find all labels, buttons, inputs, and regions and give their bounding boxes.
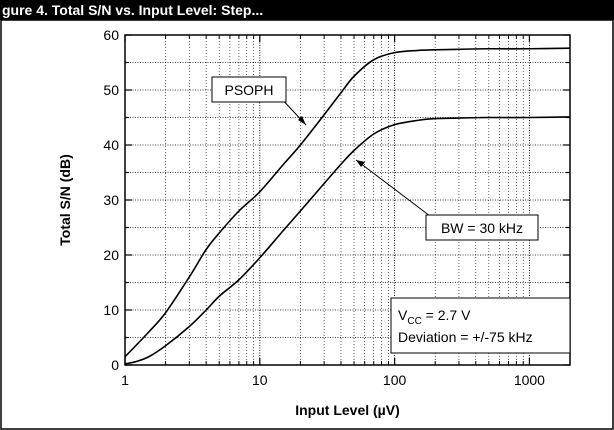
y-tick-label: 40 bbox=[103, 137, 119, 153]
y-tick-label: 50 bbox=[103, 82, 119, 98]
psoph-label: PSOPH bbox=[224, 82, 273, 98]
header-text: gure 4. Total S/N vs. Input Level: Step.… bbox=[2, 2, 263, 18]
x-tick-labels: 1 10 100 1000 bbox=[121, 372, 545, 388]
bw-arrowhead bbox=[356, 160, 365, 167]
bw-label: BW = 30 kHz bbox=[441, 220, 523, 236]
x-axis-label: Input Level (µV) bbox=[295, 402, 400, 418]
x-tick-label: 10 bbox=[252, 372, 268, 388]
series-line-bw-30khz bbox=[124, 116, 571, 365]
bw-leader-line bbox=[355, 159, 431, 217]
vcc-text: VCC = 2.7 V bbox=[398, 307, 471, 327]
y-tick-label: 20 bbox=[103, 247, 119, 263]
y-tick-labels: 0 10 20 30 40 50 60 bbox=[103, 27, 119, 373]
series-line-psoph bbox=[124, 47, 571, 358]
x-tick-label: 1000 bbox=[514, 372, 545, 388]
y-tick-label: 30 bbox=[103, 192, 119, 208]
y-axis-label: Total S/N (dB) bbox=[57, 154, 73, 246]
bw-label-box bbox=[425, 214, 539, 241]
psoph-label-box bbox=[211, 76, 287, 103]
vcc-subscript: CC bbox=[407, 316, 421, 327]
conditions-box bbox=[390, 297, 571, 354]
deviation-text: Deviation = +/-75 kHz bbox=[398, 329, 533, 345]
x-tick-label: 1 bbox=[121, 372, 129, 388]
header-bar bbox=[0, 0, 614, 20]
psoph-arrowhead bbox=[298, 116, 306, 125]
outer-border bbox=[0, 19, 614, 430]
y-tick-label: 10 bbox=[103, 302, 119, 318]
x-tick-label: 100 bbox=[383, 372, 407, 388]
vcc-value: = 2.7 V bbox=[422, 307, 471, 323]
y-tick-label: 0 bbox=[111, 357, 119, 373]
series-lines bbox=[124, 47, 571, 365]
y-tick-label: 60 bbox=[103, 27, 119, 43]
vcc-symbol: V bbox=[398, 307, 408, 323]
axis-ticks bbox=[124, 34, 571, 366]
